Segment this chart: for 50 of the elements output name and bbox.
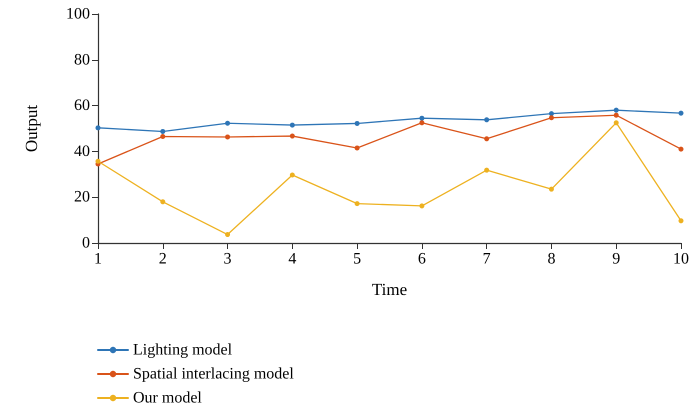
legend-label: Our model: [133, 390, 202, 406]
x-tick-label: 1: [94, 250, 102, 268]
point: [290, 172, 295, 178]
point: [354, 145, 360, 150]
point: [225, 120, 230, 126]
legend-label: Spatial interlacing model: [133, 366, 294, 382]
y-axis-title: Output: [22, 104, 41, 152]
point: [419, 203, 424, 208]
y-tick-label: 100: [66, 6, 90, 22]
x-tick-label: 4: [288, 250, 296, 268]
point: [614, 108, 619, 113]
point: [614, 120, 619, 126]
point: [484, 117, 490, 122]
y-tick-label: 80: [74, 51, 90, 68]
point: [354, 120, 360, 126]
x-tick-label: 6: [418, 250, 426, 268]
x-tick-label: 8: [547, 250, 556, 268]
point: [290, 134, 295, 139]
point: [225, 232, 230, 238]
y-tick-label: 60: [74, 97, 90, 114]
y-tick-label: 0: [82, 234, 90, 252]
point: [96, 158, 100, 164]
point: [160, 199, 166, 204]
point: [548, 115, 554, 120]
point: [419, 120, 424, 126]
x-tick-label: 9: [612, 250, 620, 268]
point: [548, 111, 554, 116]
point: [614, 112, 619, 118]
point: [225, 134, 230, 140]
y-tick-label: 40: [74, 142, 90, 160]
point: [160, 128, 166, 134]
legend-label: Lighting model: [133, 342, 233, 358]
point: [678, 110, 684, 116]
x-tick-label: 2: [158, 250, 167, 268]
point: [548, 186, 554, 192]
point: [96, 125, 100, 130]
point: [484, 168, 490, 173]
point: [678, 146, 684, 152]
x-tick-label: 3: [224, 250, 232, 268]
point: [290, 122, 295, 128]
x-tick-label: 7: [482, 250, 491, 268]
y-tick-label: 20: [74, 188, 90, 206]
point: [484, 136, 490, 142]
x-tick-label: 10: [673, 250, 689, 268]
x-tick-label: 5: [353, 250, 362, 268]
point: [160, 134, 166, 140]
x-axis-title: Time: [372, 280, 408, 299]
point: [678, 218, 684, 224]
point: [419, 116, 424, 121]
point: [354, 201, 360, 206]
